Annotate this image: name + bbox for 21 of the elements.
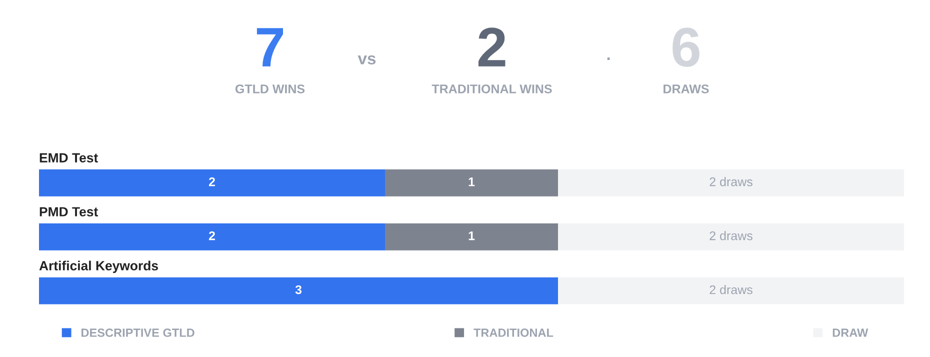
data-label: 2 draws xyxy=(710,284,752,294)
text: vs xyxy=(358,55,376,64)
data-label: 2 draws xyxy=(710,231,752,240)
text: DRAWS xyxy=(664,84,709,94)
text: GTLD WINS xyxy=(235,84,305,94)
legend-label: DESCRIPTIVE GTLD xyxy=(82,328,194,337)
data-label: 1 xyxy=(468,231,475,240)
data-label: 1 xyxy=(468,178,475,186)
legend-label: TRADITIONAL xyxy=(474,328,554,337)
text: 7 xyxy=(256,28,284,66)
legend-label: DRAW xyxy=(832,328,868,337)
data-label: 2 draws xyxy=(710,177,752,186)
y-tick-label: PMD Test xyxy=(40,207,98,216)
data-label: 2 xyxy=(208,177,215,186)
y-tick-label: EMD Test xyxy=(40,153,98,162)
data-label: 2 xyxy=(208,231,215,240)
text: · xyxy=(607,58,610,60)
data-label: 3 xyxy=(295,285,302,294)
text: TRADITIONAL WINS xyxy=(432,84,552,94)
y-tick-label: Artificial Keywords xyxy=(39,260,158,273)
text: 2 xyxy=(478,28,506,66)
